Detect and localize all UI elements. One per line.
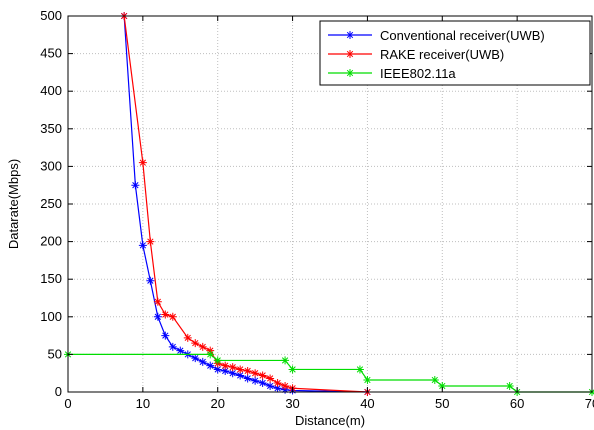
data-point [191, 354, 200, 363]
data-point [236, 365, 245, 374]
data-point [251, 369, 260, 378]
x-tick-label: 50 [435, 396, 449, 411]
data-point [346, 50, 354, 58]
y-axis-label: Datarate(Mbps) [6, 159, 21, 249]
y-tick-label: 50 [48, 346, 62, 361]
legend-label: IEEE802.11a [380, 66, 456, 81]
x-tick-label: 0 [64, 396, 71, 411]
data-point [273, 384, 282, 393]
legend-entry: RAKE receiver(UWB) [328, 47, 504, 62]
data-point [228, 363, 237, 372]
legend: Conventional receiver(UWB) RAKE receiver(… [319, 20, 591, 86]
data-point [146, 237, 155, 246]
data-point [346, 31, 354, 39]
data-point [505, 381, 514, 390]
data-point [258, 378, 267, 387]
data-point [168, 312, 177, 321]
data-point [191, 339, 200, 348]
y-tick-label: 500 [40, 8, 62, 23]
data-point [198, 342, 207, 351]
data-point [346, 69, 354, 77]
data-point [438, 381, 447, 390]
data-point [153, 312, 162, 321]
legend-label: Conventional receiver(UWB) [380, 28, 545, 43]
data-point [213, 356, 222, 365]
y-tick-label: 300 [40, 158, 62, 173]
data-point [221, 366, 230, 375]
data-point [243, 366, 252, 375]
data-point [288, 365, 297, 374]
data-point [266, 374, 275, 383]
y-tick-label: 350 [40, 121, 62, 136]
data-point [206, 361, 215, 370]
data-point [355, 365, 364, 374]
x-tick-label: 40 [360, 396, 374, 411]
x-tick-label: 30 [285, 396, 299, 411]
data-point [131, 181, 140, 190]
y-tick-label: 250 [40, 196, 62, 211]
data-point [273, 378, 282, 387]
data-point [430, 375, 439, 384]
x-tick-label: 20 [210, 396, 224, 411]
data-point [161, 310, 170, 319]
x-tick-label: 60 [510, 396, 524, 411]
data-point [281, 381, 290, 390]
data-point [206, 350, 215, 359]
data-point [258, 371, 267, 380]
data-point [176, 346, 185, 355]
y-tick-label: 400 [40, 83, 62, 98]
data-point [266, 381, 275, 390]
data-point [251, 376, 260, 385]
legend-label: RAKE receiver(UWB) [380, 47, 504, 62]
data-point [281, 356, 290, 365]
x-tick-label: 70 [585, 396, 594, 411]
data-point [363, 375, 372, 384]
data-point [146, 276, 155, 285]
series-line [123, 15, 368, 393]
y-tick-label: 150 [40, 271, 62, 286]
axis-ticks: 0 10 20 30 40 50 60 70 0 50 100 150 200 250 300 350 400 4… [40, 8, 594, 411]
x-axis-label: Distance(m) [295, 413, 365, 428]
y-tick-label: 450 [40, 46, 62, 61]
y-tick-label: 100 [40, 309, 62, 324]
data-point [153, 297, 162, 306]
data-point [243, 374, 252, 383]
y-tick-label: 200 [40, 234, 62, 249]
data-point [221, 361, 230, 370]
x-tick-label: 10 [136, 396, 150, 411]
legend-box [319, 20, 591, 86]
data-point [198, 357, 207, 366]
legend-entry: Conventional receiver(UWB) [328, 28, 545, 43]
data-point [213, 365, 222, 374]
data-point [138, 158, 147, 167]
data-point [168, 342, 177, 351]
data-point [228, 369, 237, 378]
data-point [161, 331, 170, 340]
data-point [138, 241, 147, 250]
legend-entry: IEEE802.11a [328, 66, 456, 81]
data-point [236, 371, 245, 380]
y-tick-label: 0 [55, 384, 62, 399]
data-point [183, 333, 192, 342]
